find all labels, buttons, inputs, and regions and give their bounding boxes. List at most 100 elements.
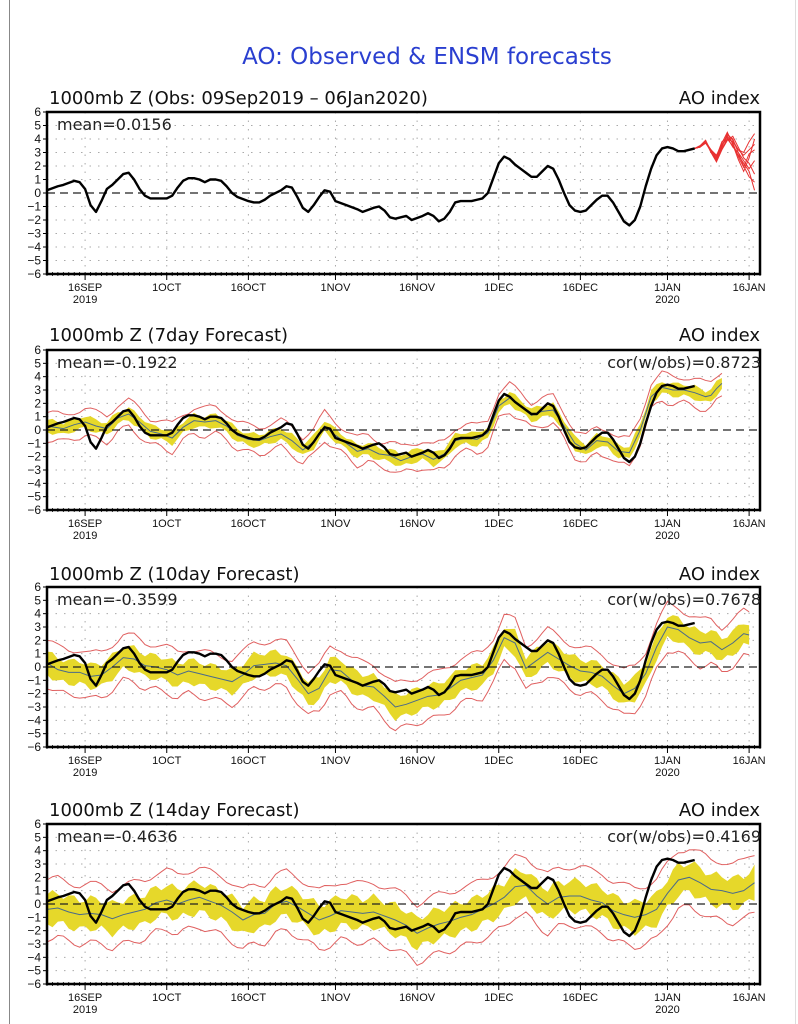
window-border-left bbox=[9, 0, 10, 1024]
x-tick-label: 16SEP bbox=[68, 518, 102, 530]
x-tick-year: 2019 bbox=[73, 530, 97, 542]
ensemble-lower-envelope bbox=[46, 650, 750, 732]
y-tick-label: −6 bbox=[27, 503, 41, 517]
y-tick-label: 1 bbox=[34, 884, 41, 898]
y-tick-label: 0 bbox=[34, 423, 41, 437]
x-tick-label: 1JAN bbox=[654, 518, 681, 530]
y-tick-label: −6 bbox=[27, 740, 41, 754]
x-tick-label: 1NOV bbox=[320, 282, 351, 294]
panel-right-label: AO index bbox=[679, 325, 760, 346]
y-tick-label: 6 bbox=[34, 105, 41, 119]
y-tick-label: 4 bbox=[34, 607, 41, 621]
ensemble-lower-envelope bbox=[46, 904, 755, 967]
mean-stat: mean=-0.4636 bbox=[57, 827, 178, 846]
x-tick-label: 1DEC bbox=[484, 282, 513, 294]
y-tick-label: −4 bbox=[27, 713, 41, 727]
correlation-stat: cor(w/obs)=0.8723 bbox=[607, 353, 761, 372]
x-tick-label: 16NOV bbox=[399, 992, 436, 1004]
y-tick-label: 5 bbox=[34, 830, 41, 844]
x-tick-label: 16SEP bbox=[68, 282, 102, 294]
ensemble-member-line bbox=[694, 135, 755, 169]
y-tick-label: −3 bbox=[27, 463, 41, 477]
y-tick-label: −3 bbox=[27, 937, 41, 951]
x-tick-label: 1OCT bbox=[152, 518, 182, 530]
ensemble-upper-envelope bbox=[46, 849, 755, 908]
ensemble-mean-line bbox=[46, 626, 750, 708]
x-tick-label: 1NOV bbox=[320, 992, 351, 1004]
mean-stat: mean=-0.3599 bbox=[57, 590, 178, 609]
y-tick-label: 0 bbox=[34, 186, 41, 200]
y-tick-label: 2 bbox=[34, 159, 41, 173]
panel-right-label: AO index bbox=[679, 88, 760, 109]
x-tick-year: 2019 bbox=[73, 294, 97, 306]
y-tick-label: −5 bbox=[27, 727, 41, 741]
x-tick-label: 1DEC bbox=[484, 755, 513, 767]
y-tick-label: −2 bbox=[27, 924, 41, 938]
panel-14day: 1000mb Z (14day Forecast) AO index 6543210… bbox=[27, 800, 765, 1016]
panel-title: 1000mb Z (14day Forecast) bbox=[49, 800, 300, 821]
x-tick-label: 16NOV bbox=[399, 282, 436, 294]
x-tick-label: 1JAN bbox=[654, 992, 681, 1004]
window-border-right bbox=[795, 0, 796, 1024]
y-tick-label: −1 bbox=[27, 436, 41, 450]
x-tick-label: 1OCT bbox=[152, 755, 182, 767]
x-tick-label: 16NOV bbox=[399, 755, 436, 767]
x-tick-label: 16JAN bbox=[733, 282, 766, 294]
panel-title: 1000mb Z (7day Forecast) bbox=[49, 325, 288, 346]
y-tick-label: 2 bbox=[34, 633, 41, 647]
y-tick-label: −6 bbox=[27, 977, 41, 991]
x-tick-year: 2020 bbox=[655, 294, 679, 306]
figure-title: AO: Observed & ENSM forecasts bbox=[242, 44, 612, 70]
x-tick-label: 16OCT bbox=[231, 518, 267, 530]
y-tick-label: −1 bbox=[27, 200, 41, 214]
x-tick-label: 16JAN bbox=[733, 755, 766, 767]
y-tick-label: −5 bbox=[27, 490, 41, 504]
y-tick-label: 5 bbox=[34, 356, 41, 370]
y-tick-label: 3 bbox=[34, 620, 41, 634]
y-tick-label: 6 bbox=[34, 343, 41, 357]
y-tick-label: −5 bbox=[27, 254, 41, 268]
y-tick-label: 3 bbox=[34, 383, 41, 397]
x-tick-label: 16DEC bbox=[563, 992, 599, 1004]
y-tick-label: −3 bbox=[27, 700, 41, 714]
x-tick-year: 2019 bbox=[73, 767, 97, 779]
x-tick-label: 16OCT bbox=[231, 755, 267, 767]
observed-ao-line bbox=[46, 383, 695, 464]
panel-7day: 1000mb Z (7day Forecast) AO index6543210−… bbox=[27, 325, 765, 542]
panel-title: 1000mb Z (Obs: 09Sep2019 – 06Jan2020) bbox=[49, 88, 428, 109]
y-tick-label: −4 bbox=[27, 476, 41, 490]
x-tick-label: 1OCT bbox=[152, 282, 182, 294]
y-tick-label: 4 bbox=[34, 370, 41, 384]
x-tick-label: 16NOV bbox=[399, 518, 436, 530]
x-tick-label: 1JAN bbox=[654, 282, 681, 294]
y-tick-label: 5 bbox=[34, 119, 41, 133]
y-tick-label: 4 bbox=[34, 844, 41, 858]
y-tick-label: −2 bbox=[27, 213, 41, 227]
x-tick-year: 2020 bbox=[655, 530, 679, 542]
x-tick-label: 1DEC bbox=[484, 518, 513, 530]
ensemble-spread-band bbox=[47, 861, 755, 951]
y-tick-label: −4 bbox=[27, 240, 41, 254]
y-tick-label: 2 bbox=[34, 870, 41, 884]
y-tick-label: 1 bbox=[34, 647, 41, 661]
y-tick-label: 6 bbox=[34, 817, 41, 831]
y-tick-label: 4 bbox=[34, 132, 41, 146]
x-tick-label: 1JAN bbox=[654, 755, 681, 767]
y-tick-label: 1 bbox=[34, 173, 41, 187]
y-tick-label: 0 bbox=[34, 897, 41, 911]
x-tick-label: 1NOV bbox=[320, 755, 351, 767]
panel-right-label: AO index bbox=[679, 800, 760, 821]
mean-stat: mean=-0.1922 bbox=[57, 353, 178, 372]
panel-10day: 1000mb Z (10day Forecast) AO index 6543210… bbox=[27, 564, 765, 779]
panel-title: 1000mb Z (10day Forecast) bbox=[49, 564, 300, 585]
x-tick-label: 16DEC bbox=[563, 518, 599, 530]
y-tick-label: −2 bbox=[27, 687, 41, 701]
y-tick-label: −1 bbox=[27, 910, 41, 924]
ensemble-mean-line bbox=[46, 876, 755, 934]
y-tick-label: −4 bbox=[27, 950, 41, 964]
ensemble-upper-envelope bbox=[46, 600, 750, 683]
x-tick-label: 16DEC bbox=[563, 755, 599, 767]
x-tick-label: 1OCT bbox=[152, 992, 182, 1004]
y-tick-label: −5 bbox=[27, 964, 41, 978]
